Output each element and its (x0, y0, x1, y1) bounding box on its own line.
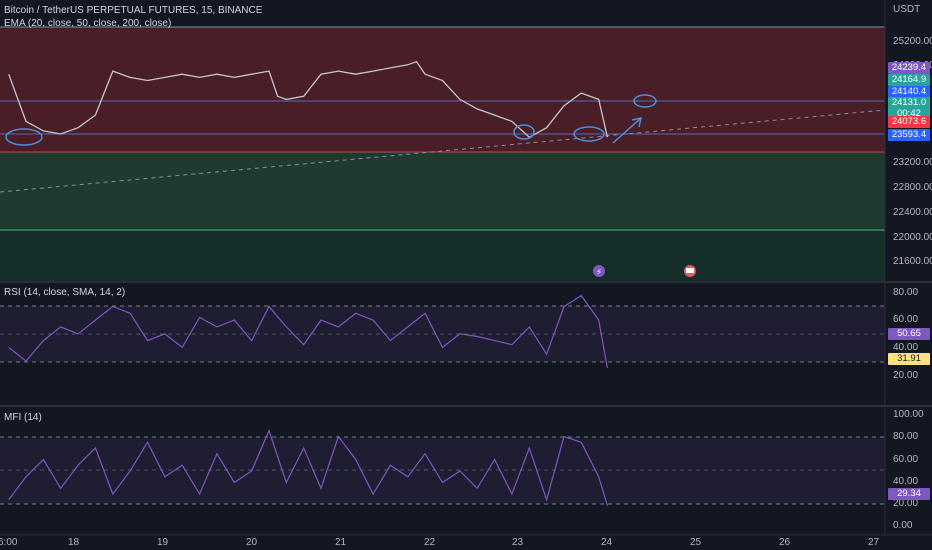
time-label: 22 (424, 537, 436, 548)
circle-annotation-target (633, 94, 657, 108)
time-label: 27 (868, 537, 880, 548)
price-tag: 24140.4 (888, 86, 930, 98)
price-tick-label: 21600.00 (893, 256, 932, 267)
rsi-tag: 31.91 (888, 353, 930, 365)
rsi-legend[interactable]: RSI (14, close, SMA, 14, 2) (4, 287, 126, 298)
time-label: 18 (68, 537, 80, 548)
price-tick-label: 22000.00 (893, 232, 932, 243)
time-label: 6:00 (0, 537, 18, 548)
time-label: 24 (601, 537, 613, 548)
time-label: 21 (335, 537, 347, 548)
mfi-tick-label: 100.00 (893, 409, 924, 420)
circle-annotation-right (573, 126, 605, 142)
rsi-tick-label: 20.00 (893, 370, 919, 381)
series-layer (8, 60, 609, 506)
price-tag: 24131.0 (888, 97, 930, 109)
rsi-tick-label: 40.00 (893, 342, 919, 353)
rsi-tick-label: 60.00 (893, 314, 919, 325)
price-series-line (8, 60, 609, 138)
time-label: 19 (157, 537, 169, 548)
circle-annotation-left (5, 128, 43, 146)
price-tag: 23593.4 (888, 129, 930, 141)
resistance-zone (0, 27, 885, 152)
time-label: 26 (779, 537, 791, 548)
symbol-title[interactable]: Bitcoin / TetherUS PERPETUAL FUTURES, 15… (4, 5, 263, 16)
price-tick-label: 22800.00 (893, 182, 932, 193)
rsi-series-line (8, 294, 608, 369)
mfi-tick-label: 20.00 (893, 498, 919, 509)
lower-zone (0, 230, 885, 282)
time-label: 25 (690, 537, 702, 548)
mfi-tick-label: 60.00 (893, 454, 919, 465)
price-tag: 24239.4 (888, 62, 930, 74)
mfi-legend[interactable]: MFI (14) (4, 412, 42, 423)
price-tag: 24164.9 (888, 74, 930, 86)
currency-label: USDT (893, 4, 921, 15)
price-tick-label: 22400.00 (893, 207, 932, 218)
mfi-tick-label: 40.00 (893, 476, 919, 487)
svg-text:⚡: ⚡ (596, 268, 602, 278)
rsi-tag: 50.65 (888, 328, 930, 340)
mfi-tick-label: 0.00 (893, 520, 913, 531)
mfi-tick-label: 80.00 (893, 431, 919, 442)
price-tag: 24073.6 (888, 116, 930, 128)
mfi-tag: 29.34 (888, 488, 930, 500)
price-tick-label: 23200.00 (893, 157, 932, 168)
mfi-series-line (8, 429, 608, 506)
support-zone (0, 152, 885, 230)
ema-legend[interactable]: EMA (20, close, 50, close, 200, close) (4, 18, 172, 29)
lightning-icon[interactable] (593, 265, 605, 277)
circle-annotation-mid (513, 124, 535, 140)
price-tick-label: 25200.00 (893, 36, 932, 47)
time-label: 23 (512, 537, 524, 548)
time-label: 20 (246, 537, 258, 548)
rsi-tick-label: 80.00 (893, 287, 919, 298)
arrow-annotation (612, 117, 642, 144)
